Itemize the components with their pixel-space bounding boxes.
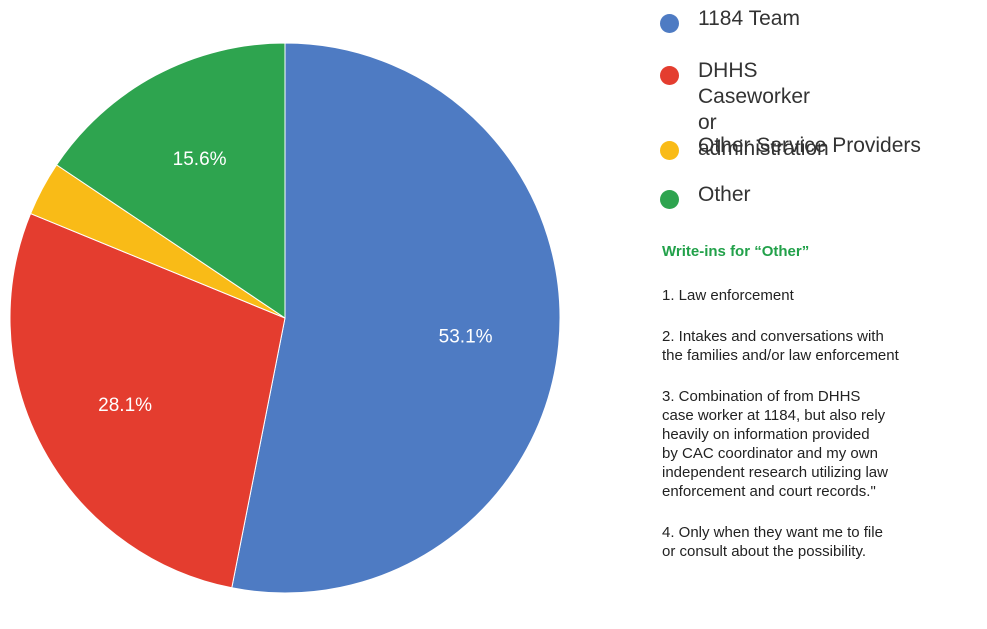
slice-data-label: 53.1% — [439, 327, 493, 348]
writeins-panel: Write-ins for “Other” 1. Law enforcement… — [662, 243, 987, 583]
legend-label: DHHS Caseworker or administration — [698, 59, 829, 160]
slice-data-label: 28.1% — [98, 395, 152, 416]
legend-swatch-green — [660, 190, 679, 209]
legend-label: Other — [698, 183, 751, 206]
slice-data-label: 15.6% — [173, 149, 227, 170]
writein-item: 4. Only when they want me to file or con… — [662, 524, 883, 560]
writeins-title: Write-ins for “Other” — [662, 243, 810, 260]
writein-item: 3. Combination of from DHHS case worker … — [662, 388, 888, 500]
pie-slice-3 — [55, 42, 286, 319]
writein-item: 1. Law enforcement — [662, 287, 794, 304]
pie-slice-1 — [9, 212, 286, 589]
legend-swatch-red — [660, 66, 679, 85]
pie-chart: 53.1% 28.1% 15.6% — [9, 42, 561, 594]
legend-swatch-blue — [660, 14, 679, 33]
legend-label: Other Service Providers — [698, 134, 921, 157]
legend-label: 1184 Team — [698, 7, 800, 30]
legend-swatch-yellow — [660, 141, 679, 160]
pie-slice-0 — [231, 42, 561, 594]
writein-item: 2. Intakes and conversations with the fa… — [662, 328, 899, 364]
